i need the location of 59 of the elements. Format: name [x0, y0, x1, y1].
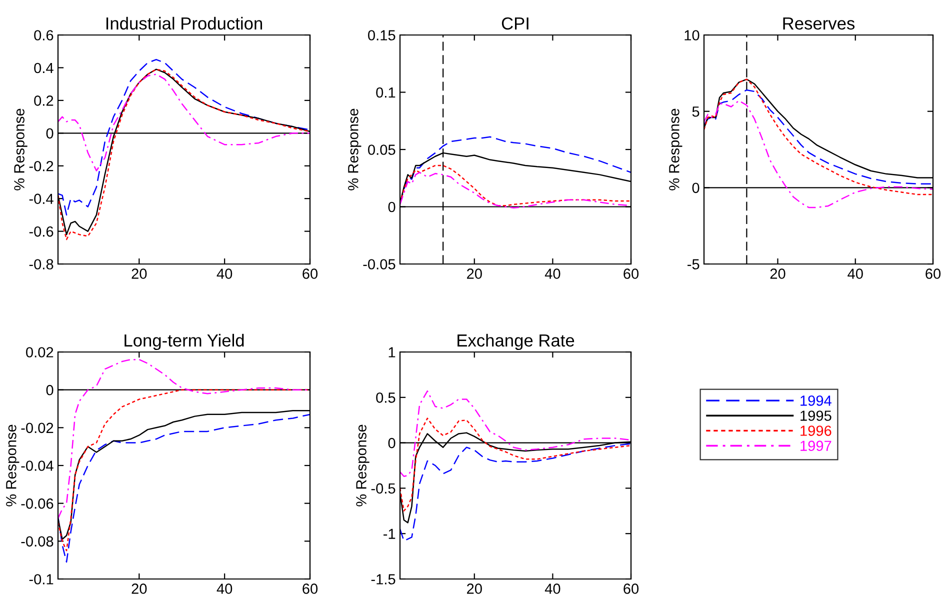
x-tick-label: 40	[216, 584, 232, 594]
y-tick-label: -0.4	[29, 194, 54, 204]
y-tick-label: 0	[388, 202, 396, 212]
y-axis-title: % Response	[348, 108, 362, 190]
y-tick-label: 0	[692, 182, 700, 194]
x-tick-label: 20	[132, 268, 147, 279]
chart-title: Exchange Rate	[458, 334, 574, 350]
chart-title: Industrial Production	[106, 16, 262, 30]
y-tick-label: 5	[692, 106, 700, 117]
x-tick-label: 60	[302, 584, 318, 594]
x-tick-label: 60	[926, 268, 941, 279]
y-tick-label: -0.5	[371, 483, 396, 494]
chart-title: Long-term Yield	[124, 334, 244, 350]
y-tick-label: 0.5	[376, 392, 396, 403]
text: 1995	[800, 410, 832, 421]
y-tick-label: 0.1	[376, 87, 396, 98]
x-tick-label: 60	[302, 268, 318, 279]
y-tick-label: -0.6	[29, 226, 54, 237]
text: 1997	[800, 440, 832, 451]
chart-title: CPI	[502, 17, 528, 30]
y-axis-title: % Response	[356, 424, 370, 506]
y-tick-label: -0.8	[29, 259, 54, 270]
x-tick-label: 20	[770, 268, 786, 279]
y-tick-label: 10	[684, 30, 700, 40]
y-tick-label: -0.02	[21, 422, 54, 434]
x-tick-label: 40	[848, 268, 863, 279]
y-tick-label: 0	[388, 438, 396, 448]
y-tick-label: 0.6	[34, 30, 54, 40]
x-tick-label: 60	[624, 584, 639, 594]
y-tick-label: -0.1	[29, 574, 54, 584]
y-axis-title: % Response	[6, 424, 20, 506]
x-tick-label: 20	[467, 584, 482, 594]
y-tick-label: 0	[46, 384, 54, 396]
chart-title: Reserves	[783, 18, 855, 30]
x-tick-label: 60	[624, 268, 639, 279]
y-tick-label: -5	[688, 259, 700, 270]
text: 1996	[800, 426, 832, 436]
y-tick-label: -1.5	[371, 574, 396, 584]
y-tick-label: -0.06	[21, 498, 54, 509]
y-axis-title: % Response	[14, 108, 28, 190]
y-tick-label: -0.08	[21, 536, 54, 547]
y-tick-label: 1	[388, 347, 396, 358]
y-tick-label: 0.05	[368, 144, 396, 155]
x-tick-label: 40	[544, 584, 560, 594]
y-tick-label: -1	[384, 528, 396, 539]
y-tick-label: 0.4	[34, 62, 54, 74]
y-tick-label: -0.05	[363, 259, 396, 270]
y-tick-label: -0.04	[21, 460, 54, 471]
x-tick-label: 20	[132, 584, 147, 594]
y-tick-label: 0.15	[368, 30, 396, 40]
x-tick-label: 40	[216, 268, 232, 279]
y-tick-label: -0.2	[29, 160, 54, 172]
y-tick-label: 0	[46, 128, 54, 139]
x-tick-label: 40	[544, 268, 560, 279]
y-tick-label: 0.02	[26, 347, 54, 358]
text: 1994	[800, 396, 832, 406]
y-tick-label: 0.2	[34, 96, 54, 106]
x-tick-label: 20	[467, 268, 482, 279]
y-axis-title: % Response	[669, 108, 682, 190]
